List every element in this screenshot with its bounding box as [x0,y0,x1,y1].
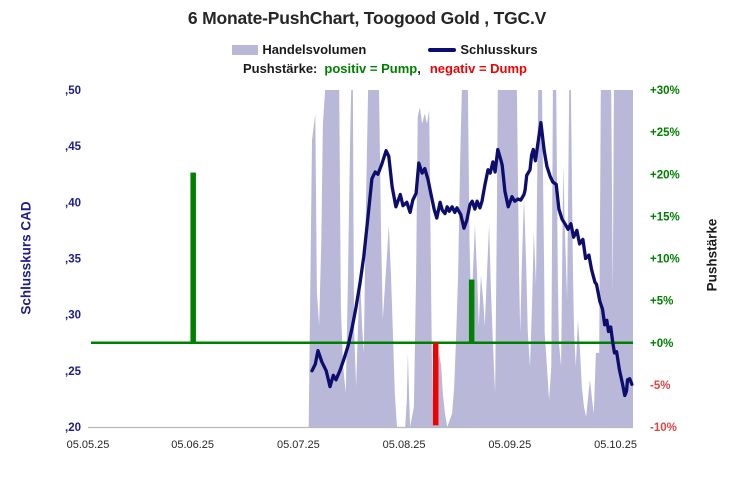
push-bar-positive [468,279,475,343]
price-line-swatch-icon [428,47,457,52]
legend-volume-label: Handelsvolumen [262,42,367,57]
right-tick-label: +25% [650,127,680,139]
x-tick-label: 05.06.25 [171,439,214,451]
x-tick-label: 05.10.25 [594,439,637,451]
x-tick-label: 05.08.25 [383,439,426,451]
push-legend: Pushstärke: positiv = Pump , negativ = D… [18,61,734,76]
push-legend-prefix: Pushstärke: [242,61,318,76]
left-tick-label: ,20 [65,422,81,434]
push-bar-positive [190,172,196,343]
right-tick-label: +0% [650,338,673,350]
right-axis-title: Pushstärke [704,218,720,292]
left-tick-label: ,30 [65,310,81,322]
right-tick-label: +5% [650,296,673,308]
push-bar-negative [432,342,439,426]
left-tick-label: ,35 [65,254,82,266]
legend: Handelsvolumen Schlusskurs [18,42,734,57]
push-legend-negative: negativ = Dump [429,61,528,76]
legend-item-price: Schlusskurs [428,42,538,57]
x-tick-label: 05.09.25 [488,439,531,451]
left-axis-title: Schlusskurs CAD [18,201,34,315]
right-tick-label: -5% [650,380,670,392]
right-tick-label: +15% [650,211,680,223]
right-tick-label: +30% [650,85,680,97]
push-legend-separator: , [417,61,421,76]
volume-swatch-icon [232,44,259,55]
price-line [310,120,634,398]
legend-price-label: Schlusskurs [460,42,538,57]
right-tick-label: -10% [650,422,677,434]
left-tick-label: ,40 [65,197,81,209]
legend-item-volume: Handelsvolumen [232,42,366,57]
chart-title: 6 Monate-PushChart, Toogood Gold , TGC.V [187,8,547,28]
right-tick-label: +20% [650,169,680,181]
x-tick-label: 05.05.25 [67,439,110,451]
push-legend-positive: positiv = Pump [324,61,418,76]
left-tick-label: ,45 [65,141,82,153]
left-tick-label: ,25 [65,366,82,378]
x-tick-label: 05.07.25 [277,439,320,451]
left-tick-label: ,50 [65,85,81,97]
right-tick-label: +10% [650,254,680,266]
